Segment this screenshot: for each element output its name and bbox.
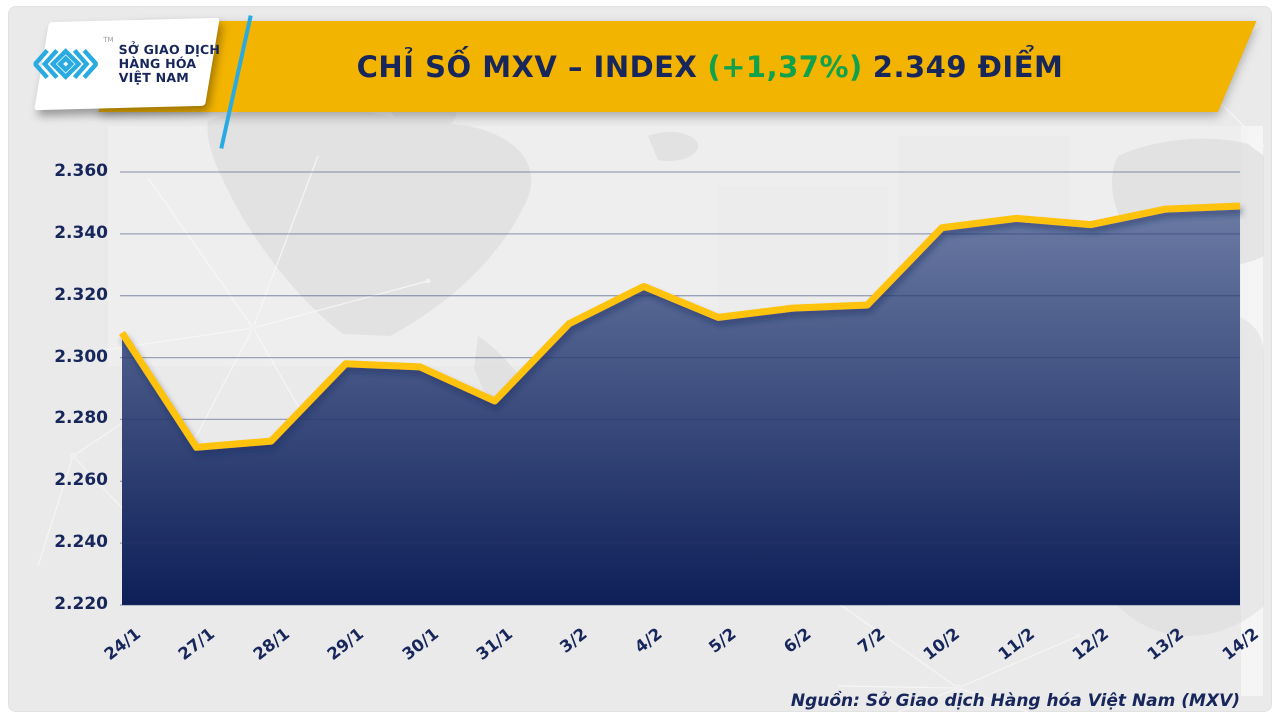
logo-line-1: SỞ GIAO DỊCH xyxy=(118,42,221,58)
y-tick-label: 2.360 xyxy=(54,161,108,181)
logo-line-2: HÀNG HÓA xyxy=(118,56,197,71)
mxv-chevron-diamond-icon xyxy=(33,48,99,80)
index-area-fill xyxy=(122,206,1240,605)
gridlines xyxy=(120,171,1240,606)
y-tick-label: 2.240 xyxy=(54,532,108,553)
logo-line-3: VIỆT NAM xyxy=(118,69,189,85)
page-title: CHỈ SỐ MXV – INDEX (+1,37%) 2.349 ĐIỂM xyxy=(287,50,1064,84)
title-banner-shadow: CHỈ SỐ MXV – INDEX (+1,37%) 2.349 ĐIỂM xyxy=(90,21,1260,112)
source-credit: Nguồn: Sở Giao dịch Hàng hóa Việt Nam (M… xyxy=(790,691,1240,711)
y-tick-label: 2.300 xyxy=(54,346,108,367)
mxv-logo-card: TM SỞ GIAO DỊCH HÀNG HÓA VIỆT NAM xyxy=(33,17,220,111)
y-tick-label: 2.320 xyxy=(54,284,108,305)
index-line xyxy=(119,202,1241,451)
title-change-percent: (+1,37%) xyxy=(707,49,863,84)
mxv-logo: TM SỞ GIAO DỊCH HÀNG HÓA VIỆT NAM xyxy=(33,20,220,108)
title-index-value: 2.349 ĐIỂM xyxy=(872,49,1064,84)
title-banner: CHỈ SỐ MXV – INDEX (+1,37%) 2.349 ĐIỂM xyxy=(98,21,1257,112)
y-tick-label: 2.260 xyxy=(54,470,108,491)
y-tick-label: 2.340 xyxy=(54,222,108,243)
trademark-symbol: TM xyxy=(103,36,114,45)
logo-org-name: SỞ GIAO DỊCH HÀNG HÓA VIỆT NAM xyxy=(118,42,221,85)
title-prefix: CHỈ SỐ MXV – INDEX xyxy=(356,49,698,84)
y-tick-label: 2.280 xyxy=(54,408,108,429)
y-tick-label: 2.220 xyxy=(54,594,108,614)
